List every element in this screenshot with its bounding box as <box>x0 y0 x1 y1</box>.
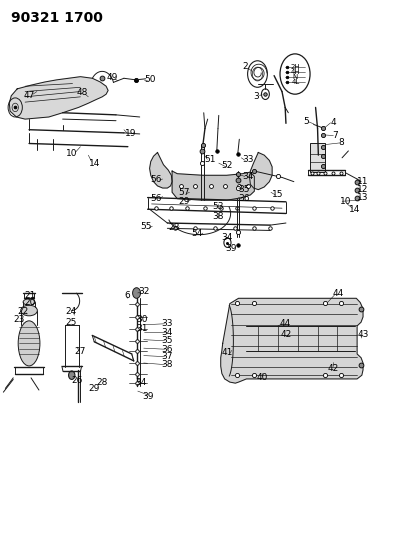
Text: 13: 13 <box>357 193 369 202</box>
Text: 54: 54 <box>192 229 203 238</box>
Text: 34: 34 <box>222 233 233 243</box>
Text: 42: 42 <box>280 330 292 339</box>
Text: 33: 33 <box>162 319 173 328</box>
Text: 55: 55 <box>140 222 152 231</box>
Polygon shape <box>221 298 363 383</box>
Text: 34: 34 <box>242 172 253 181</box>
Text: 6: 6 <box>124 290 130 300</box>
Text: 39: 39 <box>225 244 236 253</box>
Text: 32: 32 <box>138 287 149 296</box>
Text: 2H: 2H <box>291 64 300 70</box>
Text: 38: 38 <box>162 360 173 369</box>
Text: 40: 40 <box>257 373 268 382</box>
Text: 22: 22 <box>18 307 29 316</box>
Polygon shape <box>172 171 254 200</box>
Text: 36: 36 <box>239 194 250 203</box>
Circle shape <box>68 371 75 379</box>
Text: 5: 5 <box>303 117 308 126</box>
Text: 43: 43 <box>357 330 369 339</box>
Text: 50: 50 <box>144 75 155 84</box>
Text: N: N <box>293 74 298 80</box>
Polygon shape <box>150 152 172 188</box>
Circle shape <box>133 288 140 298</box>
Text: 14: 14 <box>89 159 100 167</box>
Text: 31: 31 <box>136 324 147 333</box>
Text: 35: 35 <box>239 185 250 194</box>
Text: 26: 26 <box>72 376 83 385</box>
Text: 56: 56 <box>150 174 162 183</box>
Polygon shape <box>9 77 108 119</box>
Text: 35: 35 <box>162 336 173 345</box>
Text: 29: 29 <box>178 197 190 206</box>
Text: 15: 15 <box>272 190 284 199</box>
Text: 41: 41 <box>222 349 233 358</box>
Ellipse shape <box>18 321 40 366</box>
Text: 42: 42 <box>328 364 339 373</box>
Text: 19: 19 <box>125 130 137 139</box>
Ellipse shape <box>21 305 37 316</box>
Text: 4H: 4H <box>291 69 300 76</box>
Text: 57: 57 <box>178 188 190 197</box>
Text: 90321 1700: 90321 1700 <box>11 11 103 26</box>
Text: 27: 27 <box>75 347 86 356</box>
Text: 52: 52 <box>222 161 233 170</box>
Text: 2: 2 <box>243 62 248 71</box>
Text: 49: 49 <box>106 72 118 82</box>
Text: 53: 53 <box>212 201 224 211</box>
Text: 25: 25 <box>65 318 76 327</box>
Text: 21: 21 <box>24 291 35 300</box>
Text: 34: 34 <box>162 328 173 337</box>
Text: 8: 8 <box>338 139 344 148</box>
Text: 44: 44 <box>332 288 344 297</box>
Text: 56: 56 <box>150 194 162 203</box>
Text: 28: 28 <box>96 377 108 386</box>
Text: 23: 23 <box>14 315 25 324</box>
Text: 33: 33 <box>242 155 254 164</box>
Text: 28: 28 <box>168 223 179 232</box>
Text: 20: 20 <box>24 298 35 307</box>
Text: 12: 12 <box>357 185 369 194</box>
Text: 4L: 4L <box>291 79 300 85</box>
Text: 48: 48 <box>77 88 88 97</box>
Text: 47: 47 <box>23 91 35 100</box>
Text: 36: 36 <box>162 345 173 354</box>
Text: 14: 14 <box>349 205 361 214</box>
Text: 38: 38 <box>212 212 224 221</box>
Polygon shape <box>250 152 272 190</box>
Text: 10: 10 <box>66 149 78 158</box>
Text: 30: 30 <box>136 315 147 324</box>
Ellipse shape <box>23 299 35 305</box>
Text: 29: 29 <box>89 384 100 393</box>
Text: 34: 34 <box>135 377 146 386</box>
Text: 51: 51 <box>204 155 216 164</box>
Text: 39: 39 <box>142 392 153 401</box>
Text: 44: 44 <box>279 319 291 328</box>
Text: 37: 37 <box>162 352 173 361</box>
Text: 4: 4 <box>331 118 336 127</box>
Text: 24: 24 <box>65 307 76 316</box>
FancyBboxPatch shape <box>310 143 325 172</box>
Text: 10: 10 <box>340 197 352 206</box>
Text: 3: 3 <box>254 92 259 101</box>
Text: 11: 11 <box>357 177 369 186</box>
Text: 7: 7 <box>332 131 338 140</box>
